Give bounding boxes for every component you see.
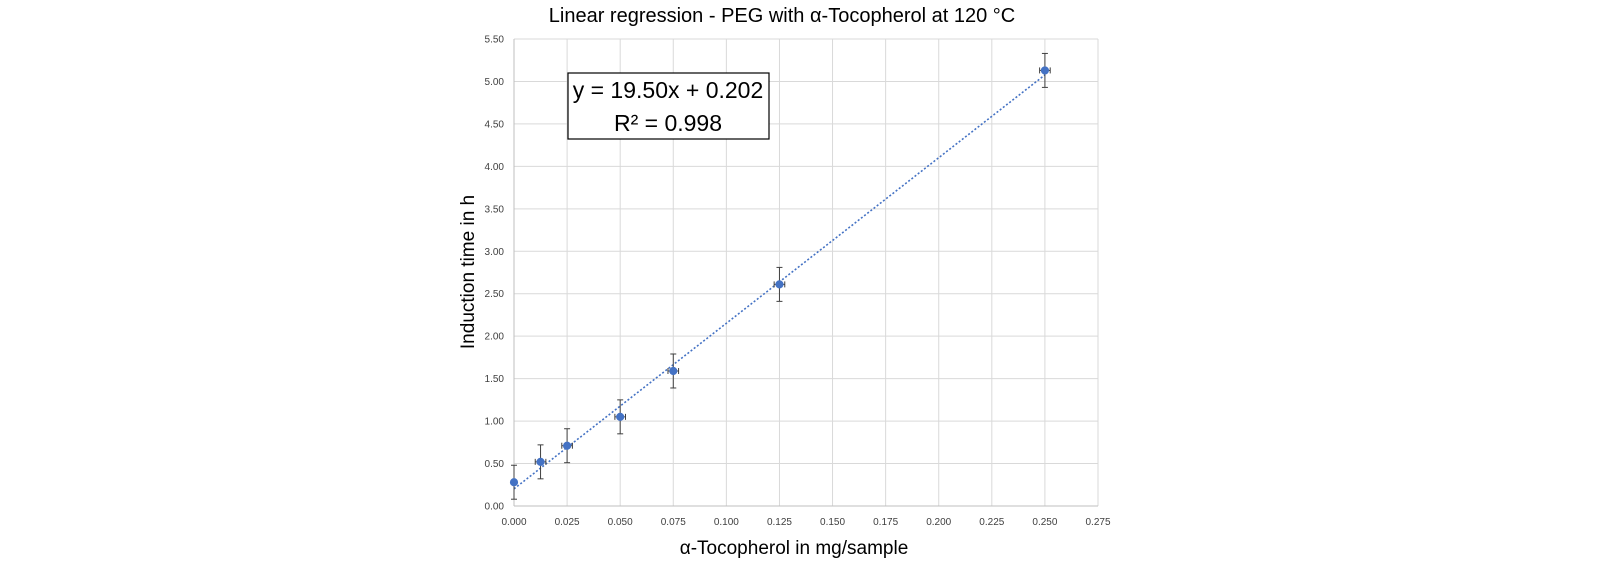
y-tick-label: 4.00 [485,162,505,173]
x-tick-label: 0.025 [555,517,580,528]
tick-labels: 0.000 0.025 0.050 0.075 0.100 0.125 0.150 0.175… [485,35,1111,529]
x-tick-label: 0.000 [501,517,526,528]
data-points [509,52,1051,500]
data-point [509,478,519,487]
data-point [669,366,678,376]
y-tick-label: 4.50 [485,119,505,130]
data-point [616,412,625,421]
x-tick-label: 0.225 [979,517,1004,528]
trendline-r-squared: R² = 0.998 [614,110,722,136]
trendline-equation: y = 19.50x + 0.202 [573,77,764,103]
equation-box: y = 19.50x + 0.202 R² = 0.998 [567,72,770,140]
y-tick-label: 2.00 [485,332,505,343]
x-tick-label: 0.125 [767,517,792,528]
x-axis-title: α-Tocopherol in mg/sample [680,538,909,559]
x-tick-label: 0.200 [926,517,951,528]
data-point [536,457,545,466]
x-tick-label: 0.075 [661,517,686,528]
y-tick-label: 1.50 [485,374,505,385]
x-tick-label: 0.150 [820,517,845,528]
y-tick-label: 0.50 [485,459,505,470]
y-tick-label: 5.50 [485,35,505,46]
data-point-group [1039,52,1051,88]
x-tick-label: 0.275 [1085,517,1110,528]
y-tick-label: 3.00 [485,247,505,258]
chart-title: Linear regression - PEG with α-Tocophero… [549,5,1015,27]
x-tick-label: 0.250 [1032,517,1057,528]
x-tick-label: 0.175 [873,517,898,528]
x-tick-label: 0.100 [714,517,739,528]
y-tick-label: 2.50 [485,289,505,300]
y-tick-label: 5.00 [485,77,505,88]
data-point [1040,66,1050,75]
data-point-group [509,464,519,500]
data-point [775,280,784,289]
data-point-group [534,444,547,480]
data-point [562,441,572,450]
x-tick-label: 0.050 [608,517,633,528]
data-point-group [773,266,786,302]
y-tick-label: 1.00 [485,417,505,428]
y-axis-title: Induction time in h [458,195,479,349]
equation-box-frame [567,72,770,140]
data-point-group [614,399,626,435]
axes [513,39,1098,507]
data-point-group [561,428,573,464]
y-tick-label: 3.50 [485,204,505,215]
y-tick-label: 0.00 [485,502,505,513]
data-point-group [667,353,680,389]
